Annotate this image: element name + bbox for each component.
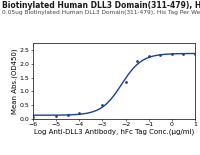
Point	[147, 55, 150, 58]
Text: 0.05ug Biotinylated Human DLL3 Domain(311-479), His Tag Per Well: 0.05ug Biotinylated Human DLL3 Domain(31…	[2, 10, 200, 15]
Point	[159, 54, 162, 56]
Point	[124, 80, 127, 83]
Point	[193, 53, 197, 56]
X-axis label: Log Anti-DLL3 Antibody, hFc Tag Conc.(μg/ml): Log Anti-DLL3 Antibody, hFc Tag Conc.(μg…	[34, 128, 194, 135]
Point	[66, 114, 69, 117]
Y-axis label: Mean Abs.(OD450): Mean Abs.(OD450)	[12, 48, 18, 114]
Point	[101, 104, 104, 106]
Point	[136, 60, 139, 62]
Point	[170, 53, 173, 56]
Point	[31, 115, 35, 118]
Point	[78, 111, 81, 114]
Text: Biotinylated Human DLL3 Domain(311-479), His Tag ELISA: Biotinylated Human DLL3 Domain(311-479),…	[2, 1, 200, 10]
Point	[182, 53, 185, 55]
Point	[55, 115, 58, 117]
